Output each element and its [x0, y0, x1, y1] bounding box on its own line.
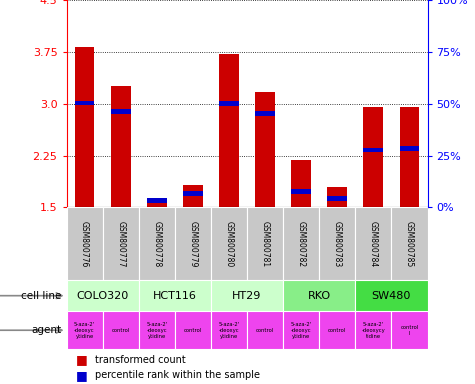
- Bar: [211, 207, 247, 280]
- Text: GSM800777: GSM800777: [116, 221, 125, 267]
- Text: 5-aza-2'
-deoxyc
ytidine: 5-aza-2' -deoxyc ytidine: [146, 322, 167, 339]
- Text: transformed count: transformed count: [95, 355, 186, 365]
- Bar: [255, 92, 275, 207]
- Bar: [75, 47, 95, 207]
- Text: SW480: SW480: [372, 291, 411, 301]
- Text: HCT116: HCT116: [153, 291, 197, 301]
- Bar: [283, 207, 319, 280]
- Bar: [363, 147, 383, 152]
- Text: GSM800785: GSM800785: [405, 221, 414, 267]
- Text: GSM800776: GSM800776: [80, 221, 89, 267]
- Text: GSM800778: GSM800778: [152, 221, 161, 267]
- Text: cell line: cell line: [21, 291, 62, 301]
- Bar: [247, 207, 283, 280]
- Text: control
l: control l: [400, 325, 418, 336]
- Text: GSM800784: GSM800784: [369, 221, 378, 267]
- Text: percentile rank within the sample: percentile rank within the sample: [95, 370, 260, 381]
- Bar: [255, 111, 275, 116]
- Text: control: control: [256, 328, 274, 333]
- Bar: [391, 207, 428, 280]
- Bar: [211, 280, 283, 311]
- Bar: [399, 146, 419, 151]
- Text: control: control: [112, 328, 130, 333]
- Bar: [363, 107, 383, 207]
- Bar: [399, 107, 419, 207]
- Bar: [103, 311, 139, 349]
- Bar: [219, 54, 239, 207]
- Bar: [111, 109, 131, 114]
- Text: GSM800783: GSM800783: [333, 221, 342, 267]
- Text: GSM800779: GSM800779: [189, 221, 197, 267]
- Bar: [283, 280, 355, 311]
- Text: agent: agent: [32, 325, 62, 335]
- Bar: [103, 207, 139, 280]
- Bar: [283, 311, 319, 349]
- Bar: [139, 311, 175, 349]
- Bar: [175, 311, 211, 349]
- Text: RKO: RKO: [308, 291, 331, 301]
- Text: ■: ■: [76, 369, 88, 382]
- Bar: [319, 311, 355, 349]
- Bar: [66, 280, 139, 311]
- Text: 5-aza-2'
-deoxycy
tidine: 5-aza-2' -deoxycy tidine: [361, 322, 385, 339]
- Bar: [139, 207, 175, 280]
- Bar: [219, 101, 239, 106]
- Bar: [391, 311, 428, 349]
- Bar: [183, 185, 203, 207]
- Bar: [355, 280, 428, 311]
- Bar: [66, 207, 103, 280]
- Text: HT29: HT29: [232, 291, 262, 301]
- Bar: [139, 280, 211, 311]
- Text: control: control: [328, 328, 346, 333]
- Bar: [175, 207, 211, 280]
- Bar: [291, 161, 311, 207]
- Bar: [291, 189, 311, 194]
- Text: GSM800782: GSM800782: [297, 221, 305, 267]
- Bar: [75, 101, 95, 106]
- Bar: [183, 191, 203, 196]
- Text: GSM800780: GSM800780: [225, 221, 233, 267]
- Bar: [111, 86, 131, 207]
- Bar: [66, 311, 103, 349]
- Text: GSM800781: GSM800781: [261, 221, 269, 267]
- Bar: [147, 200, 167, 207]
- Text: control: control: [184, 328, 202, 333]
- Text: 5-aza-2'
-deoxyc
ytidine: 5-aza-2' -deoxyc ytidine: [291, 322, 312, 339]
- Text: ■: ■: [76, 353, 88, 366]
- Bar: [327, 196, 347, 201]
- Bar: [319, 207, 355, 280]
- Bar: [247, 311, 283, 349]
- Text: COLO320: COLO320: [76, 291, 129, 301]
- Text: 5-aza-2'
-deoxyc
ytidine: 5-aza-2' -deoxyc ytidine: [218, 322, 239, 339]
- Bar: [211, 311, 247, 349]
- Text: 5-aza-2'
-deoxyc
ytidine: 5-aza-2' -deoxyc ytidine: [74, 322, 95, 339]
- Bar: [355, 207, 391, 280]
- Bar: [327, 187, 347, 207]
- Bar: [147, 198, 167, 203]
- Bar: [355, 311, 391, 349]
